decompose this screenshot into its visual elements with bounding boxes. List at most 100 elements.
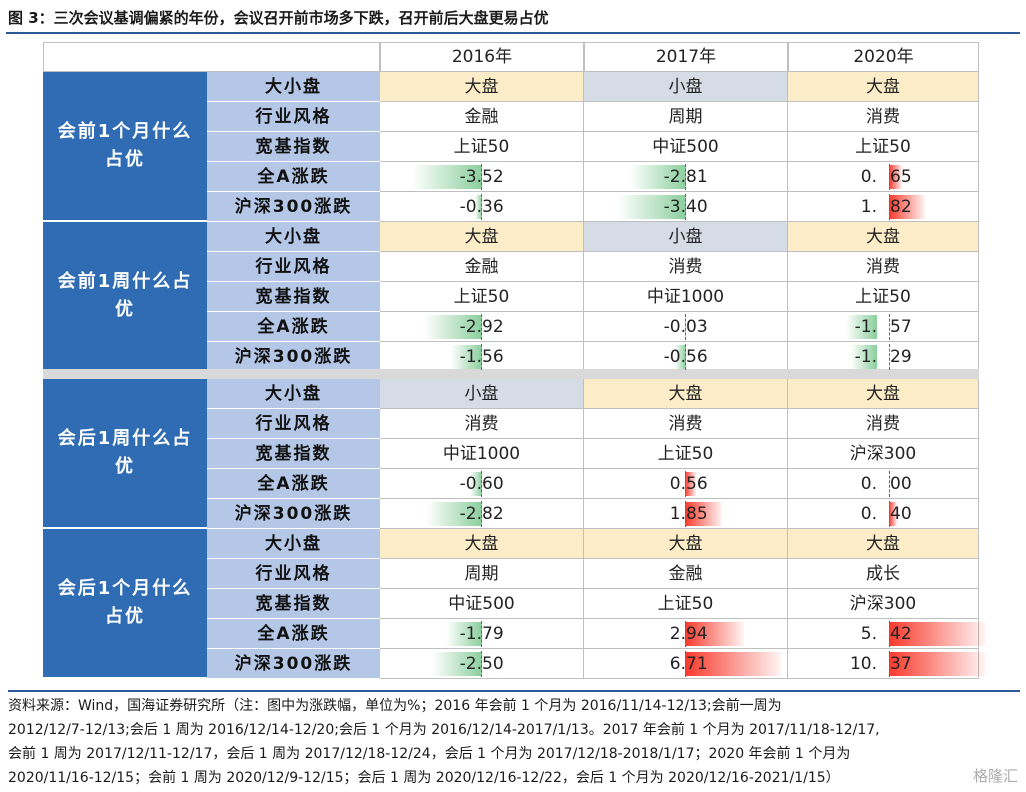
value-cell: 6. 71 xyxy=(584,649,788,679)
value-cell: 0. 65 xyxy=(788,162,979,192)
text-cell: 中证500 xyxy=(380,589,584,619)
positive-bar xyxy=(685,622,744,646)
value-cell: 0. 56 xyxy=(584,469,788,499)
value-cell: -2. 81 xyxy=(584,162,788,192)
section-label: 会前1个月什么占优 xyxy=(43,72,207,222)
section-separator xyxy=(43,369,979,379)
value-bar-group: 2. 94 xyxy=(584,619,787,648)
cap-style-cell: 小盘 xyxy=(380,379,584,409)
value-cell: -2. 82 xyxy=(380,499,584,529)
text-cell: 沪深300 xyxy=(788,439,979,469)
value-bar-group: 10. 37 xyxy=(788,649,985,678)
value-decimal-part: 52 xyxy=(482,167,504,187)
header-year-2016: 2016年 xyxy=(380,42,584,72)
value-decimal-part: 37 xyxy=(890,654,912,674)
value-bar-group: 5. 42 xyxy=(788,619,985,648)
value-integer-part: 6. xyxy=(669,654,686,674)
text-cell: 上证50 xyxy=(380,132,584,162)
negative-bar xyxy=(470,472,482,496)
negative-bar xyxy=(425,502,482,526)
text-cell: 上证50 xyxy=(788,132,979,162)
value-bar-group: -0. 60 xyxy=(380,469,583,498)
negative-bar xyxy=(423,315,482,339)
value-cell: -0. 36 xyxy=(380,192,584,222)
zero-axis xyxy=(685,621,686,647)
zero-axis xyxy=(481,344,482,370)
value-integer-part: -2. xyxy=(459,504,482,524)
source-note-line: 2012/12/7-12/13;会后 1 周为 2016/12/14-12/20… xyxy=(8,722,880,738)
cap-style-cell: 大盘 xyxy=(788,379,979,409)
value-decimal-part: 82 xyxy=(482,504,504,524)
text-cell: 中证1000 xyxy=(584,282,788,312)
section-label: 会前1周什么占优 xyxy=(43,222,207,372)
value-cell: -2. 92 xyxy=(380,312,584,342)
row-label: 大小盘 xyxy=(207,379,380,409)
text-cell: 沪深300 xyxy=(788,589,979,619)
row-label: 大小盘 xyxy=(207,529,380,559)
value-bar-group: 0. 65 xyxy=(788,162,978,191)
text-cell: 消费 xyxy=(788,102,979,132)
row-label: 行业风格 xyxy=(207,252,380,282)
row-label: 行业风格 xyxy=(207,102,380,132)
value-integer-part: 1. xyxy=(860,197,877,217)
value-decimal-part: 71 xyxy=(686,654,708,674)
value-integer-part: -1. xyxy=(854,317,877,337)
row-label: 全A涨跌 xyxy=(207,162,380,192)
value-bar-group: 0. 40 xyxy=(788,499,978,528)
value-bar-group: -1. 29 xyxy=(788,342,978,371)
row-label: 全A涨跌 xyxy=(207,619,380,649)
value-cell: -2. 50 xyxy=(380,649,584,679)
title-rule xyxy=(6,32,1020,34)
zero-axis xyxy=(889,164,890,190)
text-cell: 中证500 xyxy=(584,132,788,162)
value-integer-part: 10. xyxy=(849,654,877,674)
row-label: 宽基指数 xyxy=(207,439,380,469)
section-label: 会后1个月什么占优 xyxy=(43,529,207,679)
value-cell: -1. 56 xyxy=(380,342,584,372)
value-integer-part: 2. xyxy=(669,624,686,644)
negative-bar xyxy=(674,345,686,369)
value-decimal-part: 85 xyxy=(686,504,708,524)
value-bar-group: -2. 81 xyxy=(584,162,787,191)
value-cell: -3. 52 xyxy=(380,162,584,192)
value-integer-part: 0. xyxy=(860,504,877,524)
value-decimal-part: 60 xyxy=(482,474,504,494)
figure-title: 图 3：三次会议基调偏紧的年份，会议召开前市场多下跌，召开前后大盘更易占优 xyxy=(8,9,549,27)
negative-bar xyxy=(474,195,482,219)
value-integer-part: -1. xyxy=(854,347,877,367)
value-bar-group: -2. 82 xyxy=(380,499,583,528)
positive-bar xyxy=(889,165,902,189)
text-cell: 金融 xyxy=(584,559,788,589)
zero-axis xyxy=(685,344,686,370)
value-bar-group: -1. 79 xyxy=(380,619,583,648)
text-cell: 成长 xyxy=(788,559,979,589)
value-bar-group: 0. 00 xyxy=(788,469,978,498)
header-year-2020: 2020年 xyxy=(788,42,979,72)
row-label: 宽基指数 xyxy=(207,132,380,162)
negative-bar xyxy=(618,195,686,219)
row-label: 沪深300涨跌 xyxy=(207,649,380,679)
text-cell: 上证50 xyxy=(584,589,788,619)
positive-bar xyxy=(889,652,985,676)
text-cell: 消费 xyxy=(380,409,584,439)
text-cell: 消费 xyxy=(584,409,788,439)
value-integer-part: -2. xyxy=(459,654,482,674)
zero-axis xyxy=(685,194,686,220)
value-cell: 1. 82 xyxy=(788,192,979,222)
negative-bar xyxy=(446,622,482,646)
text-cell: 金融 xyxy=(380,102,584,132)
zero-axis xyxy=(481,471,482,497)
positive-bar xyxy=(685,652,781,676)
zero-axis xyxy=(481,621,482,647)
value-cell: 1. 85 xyxy=(584,499,788,529)
value-cell: 2. 94 xyxy=(584,619,788,649)
value-cell: 10. 37 xyxy=(788,649,985,679)
source-note-line: 资料来源：Wind，国海证券研究所（注：图中为涨跌幅，单位为%；2016 年会前… xyxy=(8,698,782,714)
value-bar-group: -0. 03 xyxy=(584,312,787,341)
row-label: 全A涨跌 xyxy=(207,469,380,499)
value-bar-group: -3. 40 xyxy=(584,192,787,221)
section-label: 会后1周什么占优 xyxy=(43,379,207,529)
zero-axis xyxy=(481,501,482,527)
zero-axis xyxy=(889,344,890,370)
value-decimal-part: 29 xyxy=(890,347,912,367)
